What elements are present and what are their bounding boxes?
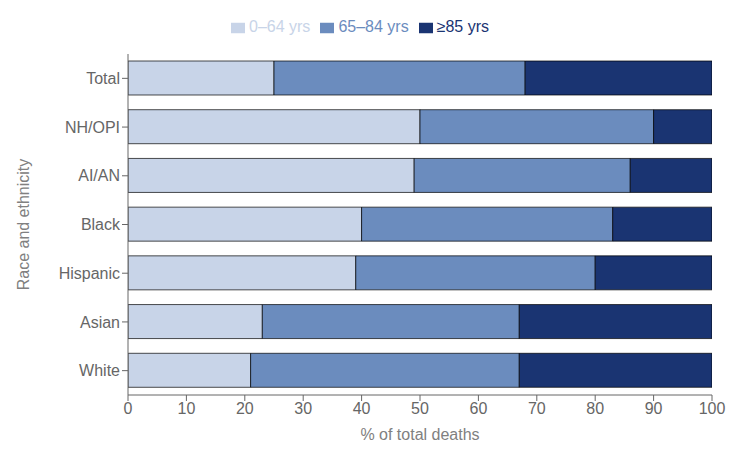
svg-text:White: White (79, 362, 120, 379)
svg-text:90: 90 (645, 400, 663, 417)
svg-text:Total: Total (86, 70, 120, 87)
svg-text:60: 60 (470, 400, 488, 417)
html-text:≥85 yrs: ≥85 yrs (436, 18, 489, 35)
html-text:65–84 yrs: 65–84 yrs (338, 18, 409, 35)
svg-text:0: 0 (124, 400, 133, 417)
svg-text:80: 80 (586, 400, 604, 417)
svg-text:AI/AN: AI/AN (78, 167, 120, 184)
svg-text:Race and ethnicity: Race and ethnicity (15, 159, 32, 291)
svg-text:NH/OPI: NH/OPI (65, 119, 120, 136)
svg-text:% of total deaths: % of total deaths (360, 426, 479, 443)
svg-text:100: 100 (699, 400, 726, 417)
html-text:0–64 yrs: 0–64 yrs (249, 18, 311, 35)
svg-text:Asian: Asian (80, 314, 120, 331)
svg-text:40: 40 (353, 400, 371, 417)
svg-text:Black: Black (81, 216, 121, 233)
svg-text:Hispanic: Hispanic (59, 265, 120, 282)
svg-text:30: 30 (294, 400, 312, 417)
svg-text:20: 20 (236, 400, 254, 417)
svg-text:70: 70 (528, 400, 546, 417)
svg-text:50: 50 (411, 400, 429, 417)
svg-text:10: 10 (178, 400, 196, 417)
